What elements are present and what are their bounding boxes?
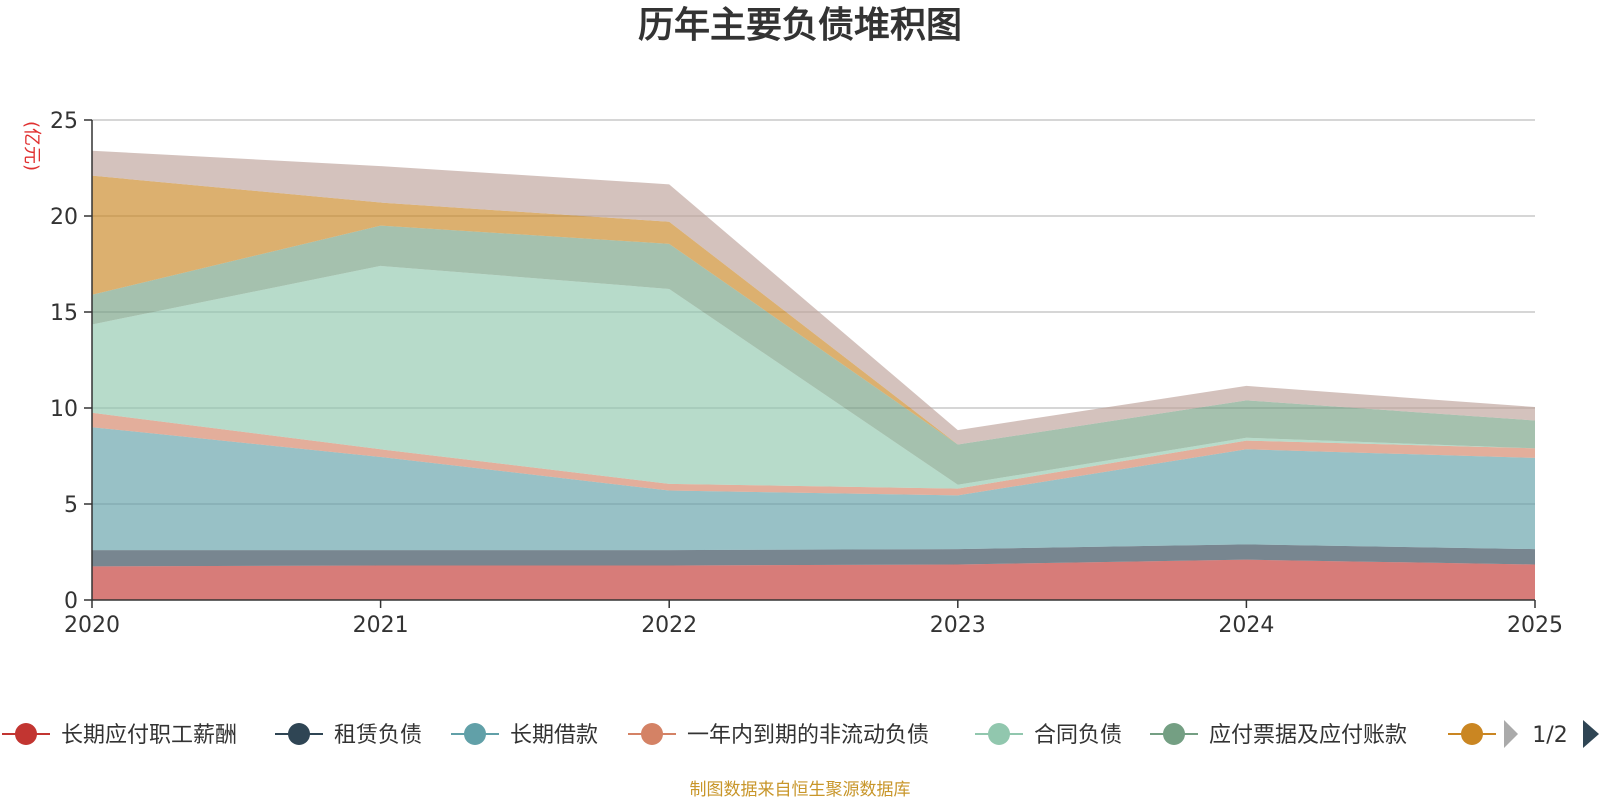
area-1[interactable] xyxy=(92,544,1535,567)
legend-marker-icon xyxy=(288,723,310,745)
y-tick-label: 5 xyxy=(64,493,78,518)
area-5[interactable] xyxy=(92,225,1535,485)
legend-item[interactable]: 长期应付职工薪酬 xyxy=(2,723,237,748)
legend-marker-icon xyxy=(1461,723,1483,745)
area-4[interactable] xyxy=(92,265,1535,489)
legend-prev-page-icon[interactable] xyxy=(1504,720,1518,748)
legend-item[interactable]: 应付票据及应付账款 xyxy=(1150,723,1407,748)
legend-marker-icon xyxy=(1163,723,1185,745)
legend-marker-icon xyxy=(988,723,1010,745)
legend-label: 长期借款 xyxy=(510,723,598,748)
area-series-group xyxy=(92,150,1535,600)
area-6[interactable] xyxy=(92,175,1535,445)
legend-label: 应付票据及应付账款 xyxy=(1209,723,1407,748)
x-tick-label: 2021 xyxy=(353,613,409,638)
legend-item[interactable] xyxy=(1448,723,1496,745)
y-tick-label: 15 xyxy=(50,301,78,326)
y-tick-label: 20 xyxy=(50,205,78,230)
legend-marker-icon xyxy=(464,723,486,745)
y-tick-label: 25 xyxy=(50,109,78,134)
x-tick-label: 2023 xyxy=(930,613,986,638)
area-2[interactable] xyxy=(92,427,1535,551)
x-tick-label: 2022 xyxy=(641,613,697,638)
chart-title: 历年主要负债堆积图 xyxy=(638,5,962,46)
legend-marker-icon xyxy=(641,723,663,745)
x-tick-label: 2024 xyxy=(1218,613,1274,638)
y-axis-unit: (亿元) xyxy=(21,121,42,171)
area-0[interactable] xyxy=(92,559,1535,600)
area-3[interactable] xyxy=(92,412,1535,496)
legend-label: 租赁负债 xyxy=(334,723,422,748)
area-7[interactable] xyxy=(92,150,1535,445)
legend-item[interactable]: 合同负债 xyxy=(975,723,1122,748)
y-tick-label: 0 xyxy=(64,589,78,614)
legend-label: 一年内到期的非流动负债 xyxy=(687,723,929,748)
legend-label: 合同负债 xyxy=(1034,723,1122,748)
legend: 长期应付职工薪酬 租赁负债 长期借款 一年内到期的非流动负债 合同负债 应付票据及应付账款 xyxy=(2,723,1496,748)
legend-label: 长期应付职工薪酬 xyxy=(61,723,237,748)
legend-marker-icon xyxy=(15,723,37,745)
legend-page-indicator: 1/2 xyxy=(1532,723,1567,748)
legend-next-page-icon[interactable] xyxy=(1583,720,1599,748)
source-note: 制图数据来自恒生聚源数据库 xyxy=(690,780,911,800)
x-tick-label: 2020 xyxy=(64,613,120,638)
legend-item[interactable]: 租赁负债 xyxy=(275,723,422,748)
y-tick-label: 10 xyxy=(50,397,78,422)
x-tick-label: 2025 xyxy=(1507,613,1563,638)
legend-item[interactable]: 长期借款 xyxy=(451,723,598,748)
legend-item[interactable]: 一年内到期的非流动负债 xyxy=(628,723,929,748)
